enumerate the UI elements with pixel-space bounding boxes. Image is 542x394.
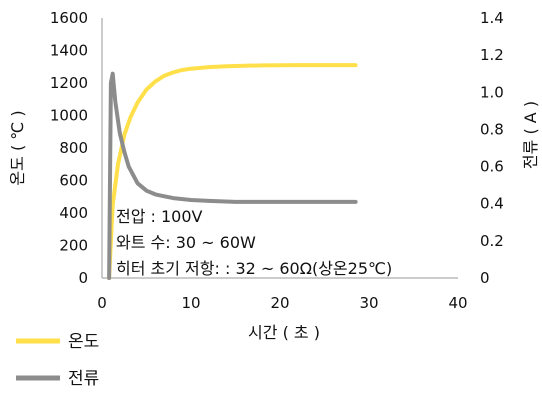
y-left-tick-label: 1000 [50,107,88,125]
legend: 온도 전류 [16,332,99,389]
legend-label-temperature: 온도 [68,332,99,352]
y-axis-label-right: 전류 ( A ) [521,101,540,169]
x-tick-label: 40 [448,294,467,312]
x-tick-label: 0 [97,294,107,312]
y-left-tick-label: 1400 [50,42,88,60]
annotation-voltage: 전압 : 100V [116,207,203,226]
y-right-ticks: 0 0.2 0.4 0.6 0.8 1.0 1.2 1.4 [480,9,504,287]
y-right-tick-label: 0.8 [480,120,504,138]
y-left-tick-label: 800 [59,139,88,157]
x-ticks: 0 10 20 30 40 [97,294,467,312]
x-axis-label: 시간 ( 초 ) [248,323,320,342]
y-left-tick-label: 200 [59,237,88,255]
y-right-tick-label: 0.6 [480,158,504,176]
annotation-initial-resistance: 히터 초기 저항: : 32 ~ 60Ω(상온25℃) [116,259,392,278]
y-left-tick-label: 600 [59,172,88,190]
y-right-tick-label: 0 [480,269,490,287]
series-layer [107,63,358,280]
y-right-tick-label: 1.2 [480,46,504,64]
axes [101,18,458,279]
series-line-temperature [107,63,358,280]
x-tick-label: 20 [270,294,289,312]
y-left-tick-label: 1200 [50,74,88,92]
y-right-tick-label: 0.2 [480,232,504,250]
y-right-tick-label: 0.4 [480,195,504,213]
y-left-tick-label: 400 [59,204,88,222]
x-tick-label: 10 [181,294,200,312]
y-axis-label-left: 온도 ( ℃ ) [8,110,27,185]
y-right-tick-label: 1.0 [480,83,504,101]
x-tick-label: 30 [359,294,378,312]
y-left-tick-label: 0 [78,269,88,287]
y-left-tick-label: 1600 [50,9,88,27]
y-left-ticks: 0 200 400 600 800 1000 1200 1400 1600 [50,9,88,287]
y-right-tick-label: 1.4 [480,9,504,27]
legend-label-current: 전류 [68,369,99,389]
series-line-current [107,71,358,280]
annotation-wattage: 와트 수: 30 ~ 60W [116,233,256,252]
